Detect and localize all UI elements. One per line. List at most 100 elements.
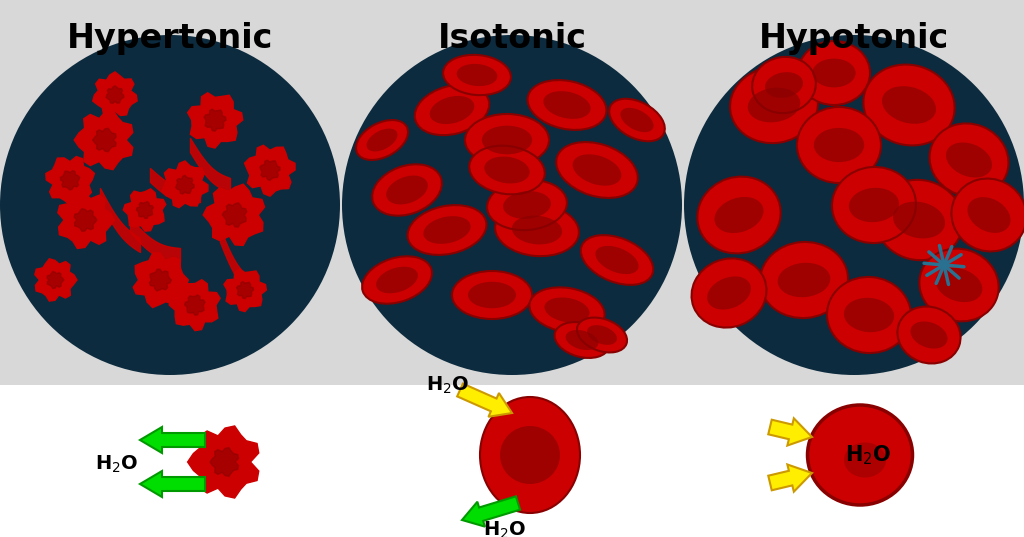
FancyArrow shape [768,418,812,446]
Ellipse shape [577,317,627,352]
Ellipse shape [529,287,604,332]
Polygon shape [162,161,208,208]
Ellipse shape [362,256,432,304]
Text: H$_2$O: H$_2$O [426,374,470,396]
Polygon shape [123,189,166,231]
Polygon shape [222,202,247,227]
Ellipse shape [468,282,516,308]
Ellipse shape [621,108,653,132]
Ellipse shape [849,188,899,222]
Ellipse shape [897,307,961,364]
Ellipse shape [797,107,881,183]
Ellipse shape [777,263,830,297]
Polygon shape [187,426,259,498]
Ellipse shape [691,258,767,328]
Ellipse shape [684,35,1024,375]
Ellipse shape [482,126,532,154]
Ellipse shape [609,99,665,141]
Ellipse shape [480,397,580,513]
Ellipse shape [833,167,916,243]
Text: H$_2$O: H$_2$O [483,519,526,537]
FancyArrow shape [768,465,812,492]
Text: Hypotonic: Hypotonic [759,22,949,55]
Ellipse shape [512,215,562,244]
FancyArrow shape [140,427,205,453]
Polygon shape [204,109,226,131]
Ellipse shape [527,80,606,130]
Ellipse shape [565,330,598,350]
Polygon shape [187,93,243,148]
Ellipse shape [572,154,622,186]
Ellipse shape [844,298,894,332]
Ellipse shape [0,35,340,375]
Ellipse shape [697,177,780,253]
Ellipse shape [798,41,870,105]
FancyArrow shape [140,471,205,497]
Ellipse shape [587,325,617,345]
Ellipse shape [827,277,911,353]
Ellipse shape [452,271,532,319]
Text: Hypertonic: Hypertonic [67,22,273,55]
Ellipse shape [487,180,567,230]
Ellipse shape [765,72,803,98]
Ellipse shape [752,57,816,113]
Ellipse shape [469,146,545,194]
Bar [0,385,1024,537]
Polygon shape [57,191,115,249]
Ellipse shape [555,322,609,358]
Text: H$_2$O: H$_2$O [845,443,891,467]
Ellipse shape [910,322,947,349]
Ellipse shape [808,405,912,505]
Polygon shape [184,295,205,315]
Polygon shape [60,171,80,190]
Polygon shape [93,72,137,116]
Ellipse shape [844,442,886,477]
Ellipse shape [372,164,441,216]
Polygon shape [245,146,295,196]
Ellipse shape [812,59,856,88]
Ellipse shape [386,176,428,205]
Polygon shape [203,184,264,245]
Polygon shape [74,208,97,231]
Ellipse shape [968,197,1011,233]
Polygon shape [150,269,171,291]
Polygon shape [260,160,280,180]
Ellipse shape [503,191,551,219]
Ellipse shape [936,268,982,302]
Ellipse shape [465,114,549,166]
Ellipse shape [415,85,489,135]
Polygon shape [133,253,188,308]
Ellipse shape [876,180,963,260]
Ellipse shape [946,142,992,178]
Ellipse shape [376,267,418,293]
Ellipse shape [581,235,653,285]
Polygon shape [210,447,239,476]
Polygon shape [106,86,124,104]
Polygon shape [176,176,195,194]
Polygon shape [35,259,77,301]
Ellipse shape [882,86,936,124]
Ellipse shape [356,120,408,160]
Ellipse shape [495,204,579,256]
Text: H$_2$O: H$_2$O [95,453,138,475]
Ellipse shape [430,96,474,124]
Ellipse shape [951,178,1024,251]
Ellipse shape [814,128,864,162]
Ellipse shape [457,64,498,86]
Ellipse shape [367,128,397,151]
Ellipse shape [408,205,486,255]
Polygon shape [47,272,63,288]
Ellipse shape [863,64,954,146]
Bar [0,0,1024,385]
Ellipse shape [544,91,591,119]
Polygon shape [237,281,254,299]
Ellipse shape [730,67,818,143]
Ellipse shape [708,277,751,309]
Ellipse shape [342,35,682,375]
Ellipse shape [500,426,560,484]
Polygon shape [169,280,220,331]
Ellipse shape [595,246,639,274]
Ellipse shape [484,157,529,184]
Ellipse shape [893,201,945,238]
Ellipse shape [556,142,638,198]
